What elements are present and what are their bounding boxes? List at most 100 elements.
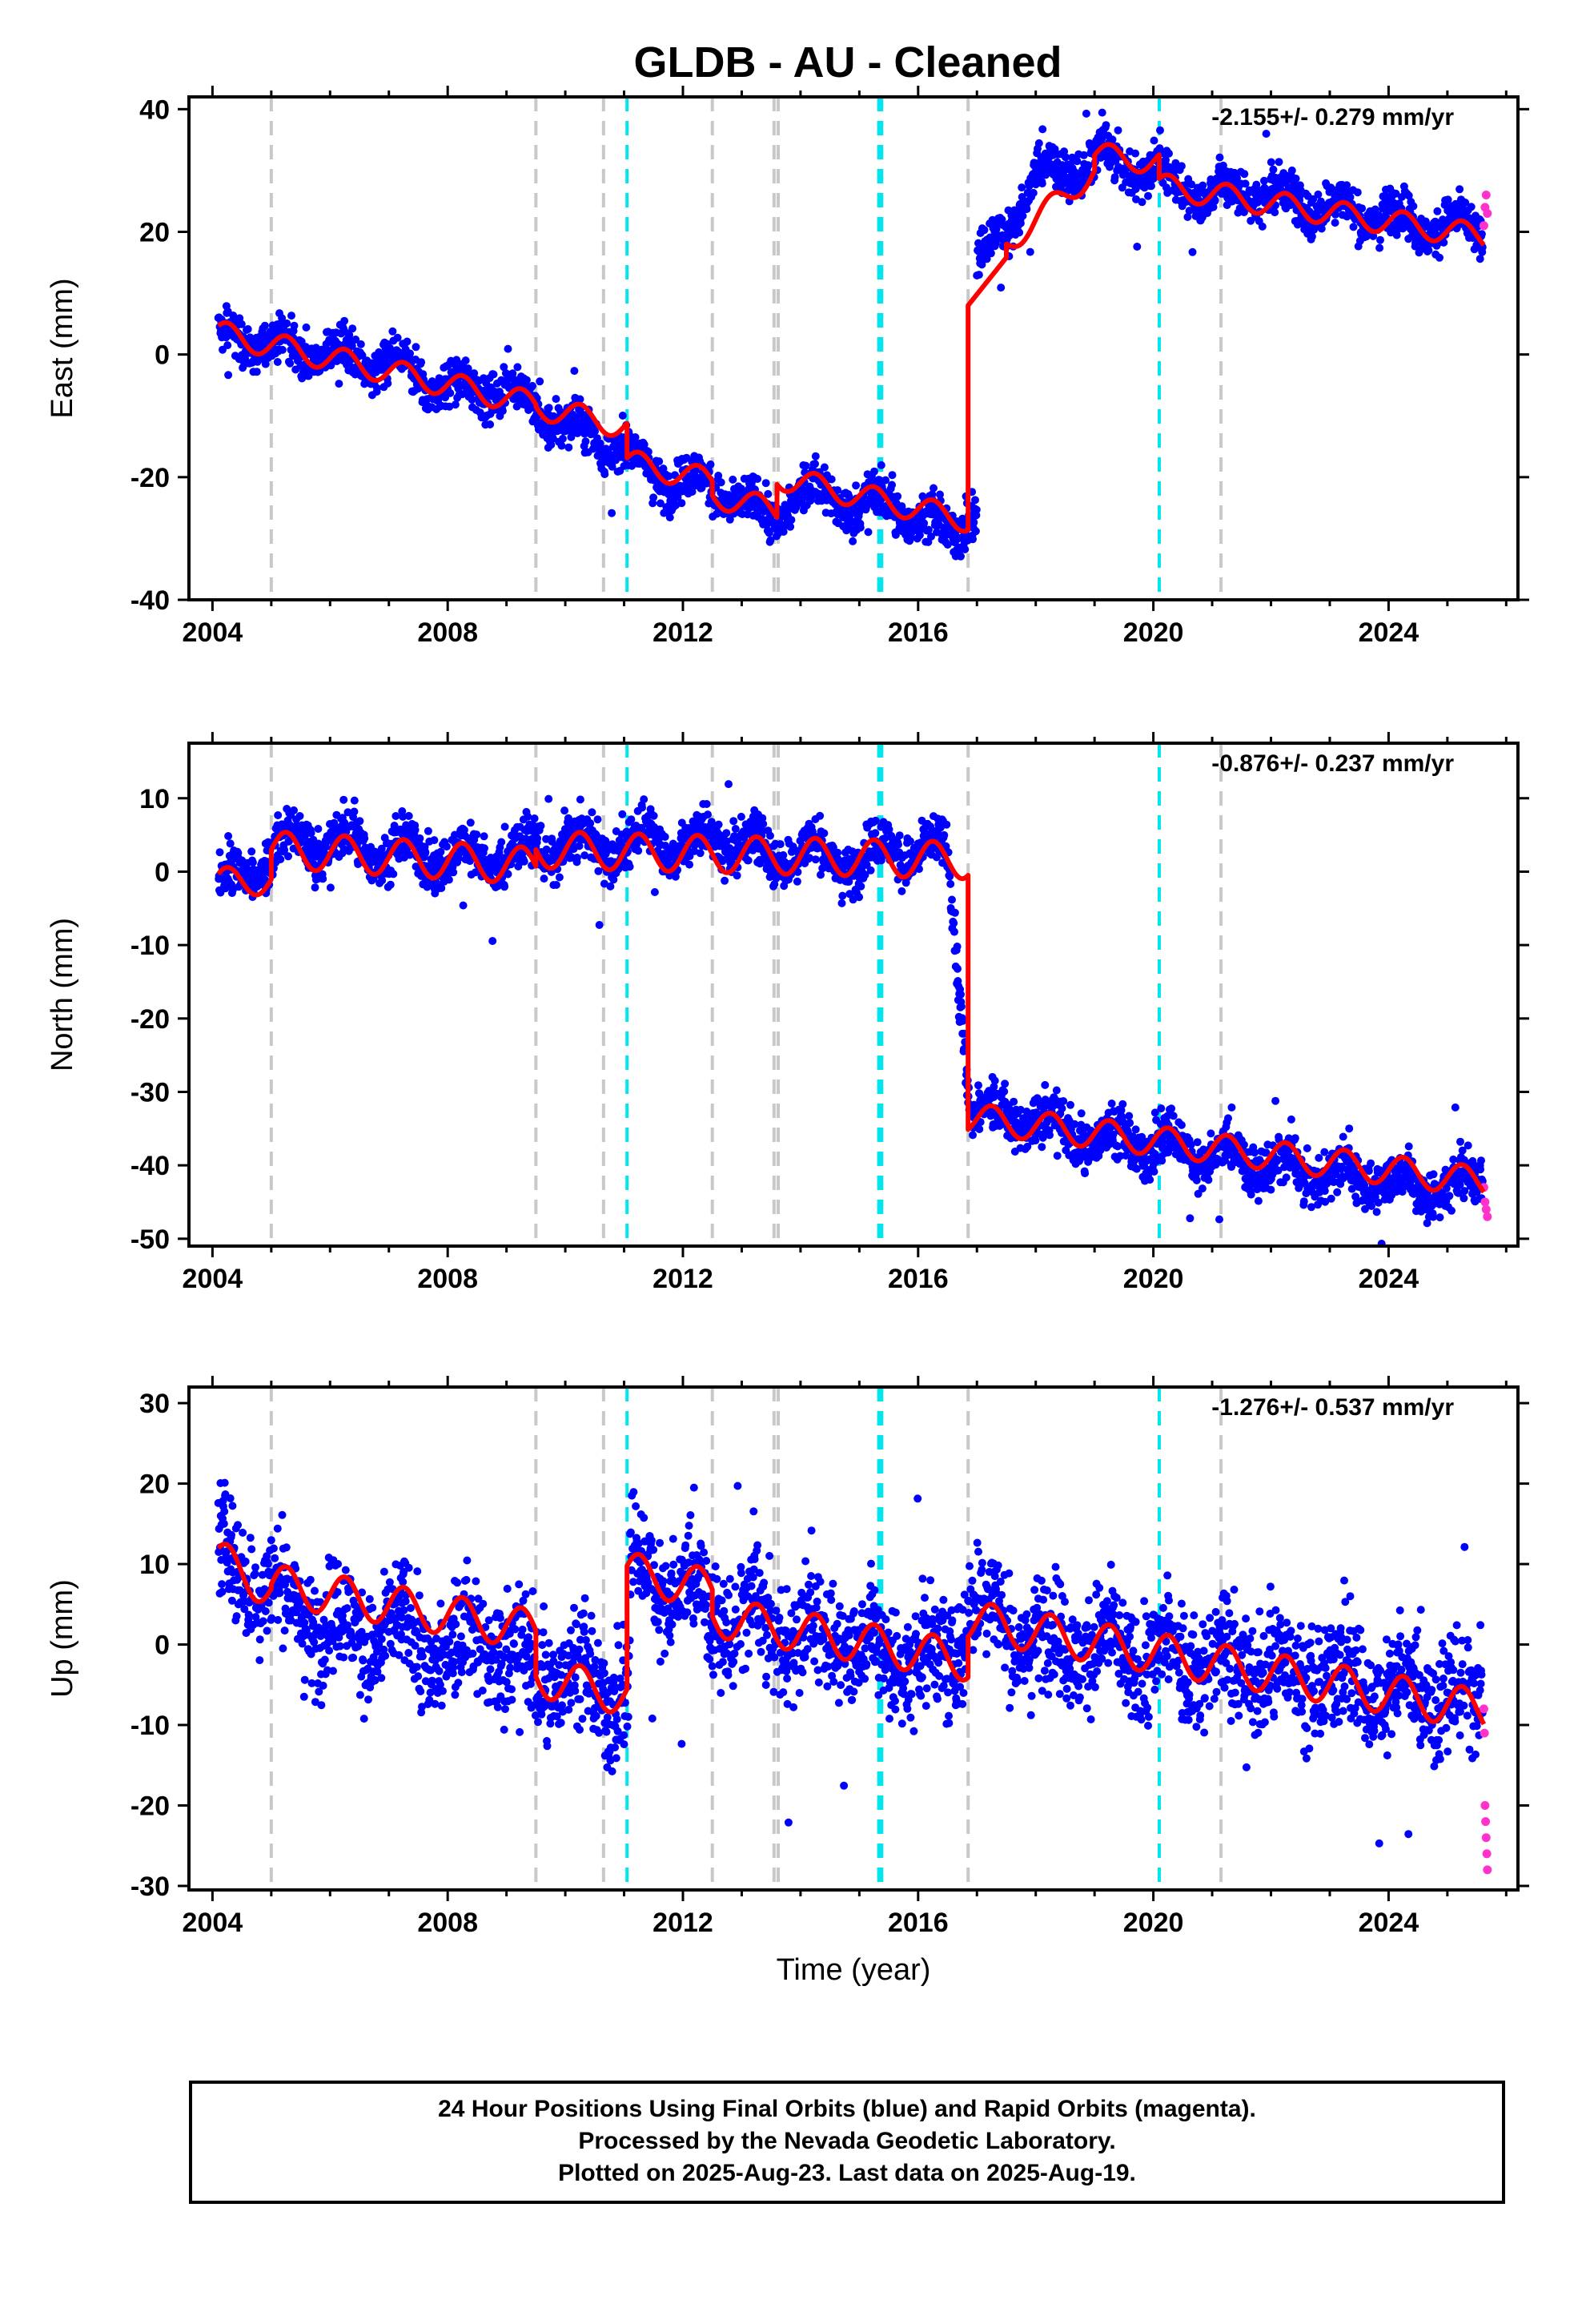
data-point — [838, 891, 847, 900]
data-point — [572, 854, 581, 862]
data-point — [530, 814, 539, 822]
data-point — [894, 840, 902, 849]
data-point — [544, 404, 553, 412]
data-point — [1061, 153, 1070, 162]
data-point — [640, 795, 648, 804]
data-point — [1073, 157, 1082, 166]
data-point — [888, 471, 897, 480]
data-point — [915, 531, 924, 540]
data-point — [1267, 158, 1275, 167]
data-point — [522, 376, 531, 384]
data-point — [650, 888, 659, 896]
x-tick-label: 2004 — [183, 617, 243, 648]
data-point — [1215, 153, 1224, 162]
data-point — [1018, 183, 1026, 192]
data-point — [1026, 247, 1034, 256]
data-point — [811, 855, 820, 864]
data-point — [373, 384, 381, 392]
data-point — [442, 842, 451, 851]
data-point — [869, 476, 877, 485]
data-point — [536, 822, 545, 830]
data-point — [600, 470, 609, 479]
data-point — [378, 876, 387, 885]
data-point — [1084, 161, 1093, 170]
data-point — [278, 314, 287, 323]
data-point — [856, 523, 865, 532]
data-point — [897, 505, 906, 513]
data-point — [576, 795, 584, 804]
data-point — [273, 358, 282, 366]
data-point — [1108, 135, 1117, 144]
data-point — [581, 437, 590, 446]
data-point — [486, 420, 495, 428]
data-point — [930, 484, 938, 493]
data-point — [1016, 219, 1025, 227]
data-point — [1358, 204, 1367, 213]
data-point — [1001, 1080, 1010, 1088]
data-point — [688, 488, 697, 496]
data-point — [252, 368, 261, 376]
data-point — [1052, 1086, 1061, 1095]
data-point — [468, 396, 476, 404]
data-point — [226, 839, 235, 848]
data-point — [1331, 219, 1339, 227]
data-point — [943, 541, 952, 549]
data-point — [877, 460, 885, 469]
data-point — [927, 533, 935, 541]
data-point — [403, 337, 412, 346]
data-point — [766, 536, 775, 545]
data-point — [1165, 149, 1173, 158]
data-point — [677, 499, 686, 508]
data-point — [618, 810, 627, 818]
data-point — [1262, 130, 1271, 138]
data-point — [855, 893, 864, 902]
data-point — [1114, 126, 1122, 135]
data-point — [350, 796, 359, 805]
data-point — [412, 343, 420, 352]
data-point — [1131, 149, 1140, 158]
data-point — [920, 519, 929, 528]
data-point — [634, 846, 643, 855]
x-tick-label: 2012 — [652, 617, 713, 648]
data-point — [295, 812, 304, 820]
data-point — [618, 412, 627, 420]
data-point — [347, 342, 356, 350]
data-point — [472, 830, 481, 839]
data-point — [706, 460, 715, 468]
data-point — [978, 260, 986, 269]
data-point — [1353, 188, 1362, 197]
data-point — [276, 855, 285, 863]
data-point — [1034, 139, 1043, 147]
data-point — [1271, 208, 1279, 217]
data-point — [536, 377, 544, 386]
x-tick-label: 2024 — [1359, 617, 1419, 648]
data-point — [1029, 188, 1038, 197]
data-point — [866, 866, 875, 875]
data-point — [350, 807, 359, 816]
data-point — [278, 345, 287, 354]
data-point — [558, 434, 567, 443]
data-point — [500, 363, 508, 372]
y-axis-label: East (mm) — [46, 278, 79, 418]
data-point — [656, 499, 665, 508]
data-point — [957, 990, 965, 999]
data-point — [393, 333, 402, 342]
data-point — [737, 812, 745, 821]
data-point — [261, 360, 270, 368]
data-point — [820, 463, 829, 472]
data-point — [936, 490, 944, 499]
data-point — [1066, 1100, 1074, 1109]
data-point — [283, 319, 291, 328]
data-point — [827, 475, 836, 484]
data-point — [544, 794, 553, 803]
data-point — [940, 830, 949, 839]
data-point — [504, 344, 512, 353]
data-point — [958, 1016, 967, 1025]
final-orbit-points — [214, 108, 1487, 561]
data-point — [640, 440, 648, 448]
data-point — [950, 919, 958, 927]
data-point — [888, 480, 896, 489]
data-point — [1156, 126, 1164, 135]
data-point — [1015, 228, 1024, 237]
data-point — [661, 833, 669, 841]
